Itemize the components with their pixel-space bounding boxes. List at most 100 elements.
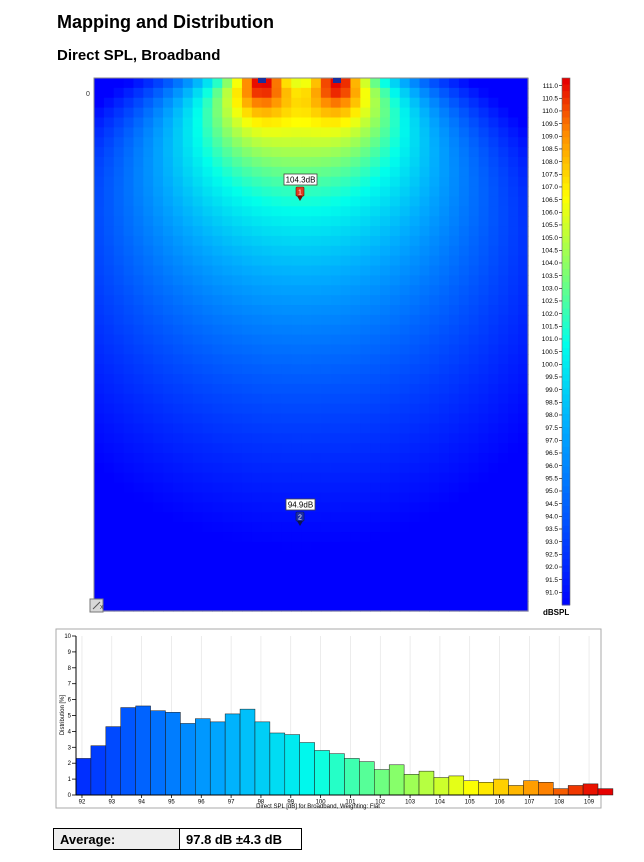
heatmap-cell [360,285,371,296]
heatmap-cell [330,601,342,612]
heatmap-cell [271,423,283,434]
heatmap-cell [311,97,322,109]
heatmap-cell [478,344,490,355]
heatmap-cell [261,561,273,573]
heatmap-cell [182,334,194,346]
heatmap-cell [94,186,105,198]
heatmap-cell [320,186,332,198]
heatmap-cell [261,117,273,128]
heatmap-cell [212,216,223,227]
heatmap-cell [232,383,243,395]
heatmap-cell [94,196,105,207]
heatmap-cell [271,107,283,119]
heatmap-cell [419,196,430,207]
heatmap-cell [340,196,352,207]
heatmap-cell [261,206,273,217]
heatmap-cell [123,581,135,592]
heatmap-cell [478,551,490,563]
heatmap-cell [340,541,352,553]
heatmap-cell [103,591,115,602]
heatmap-cell [202,305,213,316]
heatmap-cell [163,235,174,247]
heatmap-cell [202,235,213,247]
heatmap-cell [498,601,509,612]
heatmap-cell [94,423,105,434]
heatmap-cell [399,87,411,99]
heatmap-cell [291,127,302,138]
heatmap-cell [419,117,430,128]
heatmap-cell [222,324,233,336]
heatmap-cell [498,265,509,277]
heatmap-cell [172,334,184,346]
heatmap-cell [94,78,105,89]
heatmap-cell [143,571,154,582]
measurement-marker-2[interactable]: 94.9dB 2 [285,498,316,526]
heatmap-cell [291,374,302,385]
heatmap-cell [212,522,223,533]
heatmap-cell [103,581,115,592]
heatmap-cell [182,245,194,257]
heatmap-cell [330,591,342,602]
heatmap-cell [301,117,312,128]
heatmap-cell [439,334,450,346]
heatmap-cell [370,551,381,563]
heatmap-cell [330,502,342,513]
heatmap-cell [360,364,371,375]
heatmap-cell [419,571,430,582]
heatmap-cell [281,255,292,267]
heatmap-cell [340,591,352,602]
heatmap-cell [291,255,302,267]
heatmap-cell [94,512,105,523]
heatmap-cell [350,512,361,523]
heatmap-cell [370,275,381,286]
heatmap-cell [439,235,450,247]
heatmap-cell [311,443,322,454]
heatmap-cell [439,176,450,188]
heatmap-cell [251,403,263,415]
heatmap-cell [468,571,480,582]
heatmap-cell [409,314,421,326]
heatmap-cell [192,383,204,395]
heatmap-cell [340,324,352,336]
heatmap-cell [389,403,401,415]
histogram-bar [374,769,390,796]
heatmap-cell [468,364,480,375]
heatmap-cell [153,127,164,138]
heatmap-cell [389,413,401,425]
heatmap-cell [163,561,174,573]
heatmap-cell [172,393,184,405]
y-tick-label: 6 [68,698,72,704]
heatmap-cell [202,561,213,573]
heatmap-cell [143,453,154,464]
heatmap-cell [498,354,509,365]
heatmap-cell [508,561,519,573]
heatmap-cell [360,492,371,504]
heatmap-cell [271,403,283,415]
heatmap-cell [508,275,519,286]
heatmap-cell [271,492,283,504]
histogram-bar [105,726,121,796]
heatmap-cell [94,255,105,267]
heatmap-cell [389,591,401,602]
heatmap-cell [301,581,312,592]
heatmap-cell [320,364,332,375]
heatmap-cell [123,166,135,178]
heatmap-cell [518,502,529,513]
heatmap-cell [143,216,154,227]
average-label: Average: [53,828,180,850]
heatmap-cell [439,354,450,365]
measurement-marker-1[interactable]: 104.3dB 1 [283,173,318,201]
heatmap-cell [498,433,509,444]
heatmap-cell [370,522,381,533]
heatmap-cell [251,87,263,99]
heatmap-cell [261,551,273,563]
heatmap-cell [172,492,184,504]
heatmap-cell [291,453,302,464]
heatmap-cell [301,186,312,198]
heatmap-cell [143,226,154,237]
heatmap-cell [409,433,421,444]
heatmap-cell [380,186,391,198]
heatmap-cell [360,127,371,138]
heatmap-cell [251,196,263,207]
heatmap-cell [458,364,470,375]
